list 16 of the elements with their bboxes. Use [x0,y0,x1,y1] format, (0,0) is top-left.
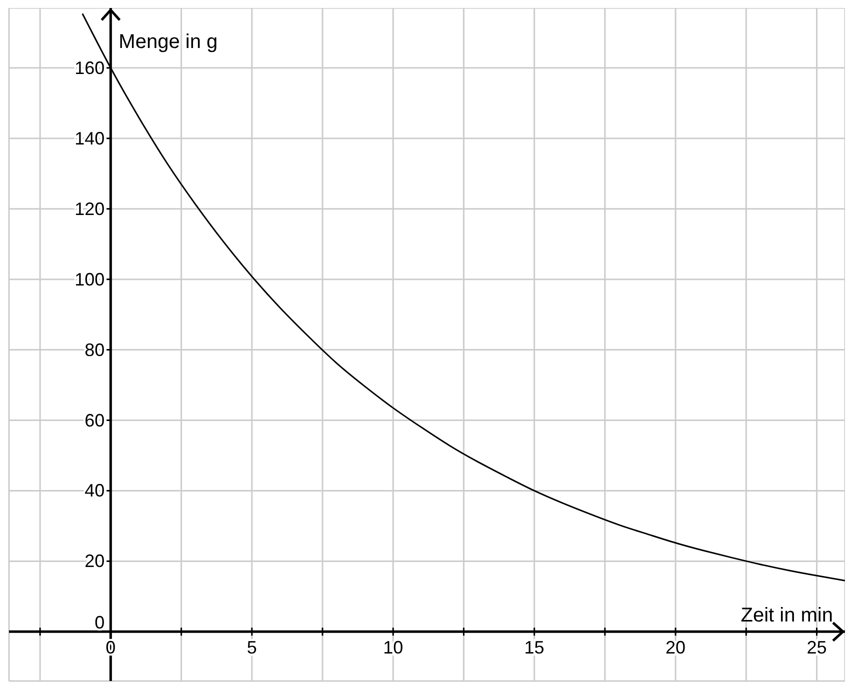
y-tick-label: 60 [84,410,105,430]
y-tick-label: 0 [94,612,105,633]
x-tick-label: 25 [806,638,827,658]
y-tick-label: 120 [74,198,105,219]
x-axis-title: Zeit in min [740,604,833,627]
y-tick-label: 160 [74,58,105,78]
y-tick-label: 100 [74,269,105,290]
x-tick-label: 15 [524,638,544,658]
y-tick-label: 40 [84,480,105,501]
y-tick-label: 140 [74,128,105,148]
y-tick-label: 80 [84,340,105,360]
y-tick-label: 20 [84,551,105,572]
x-tick-label: 5 [246,638,257,658]
x-tick-label: 10 [383,638,404,658]
x-tick-label: 20 [666,638,686,658]
y-axis-title: Menge in g [118,31,218,53]
